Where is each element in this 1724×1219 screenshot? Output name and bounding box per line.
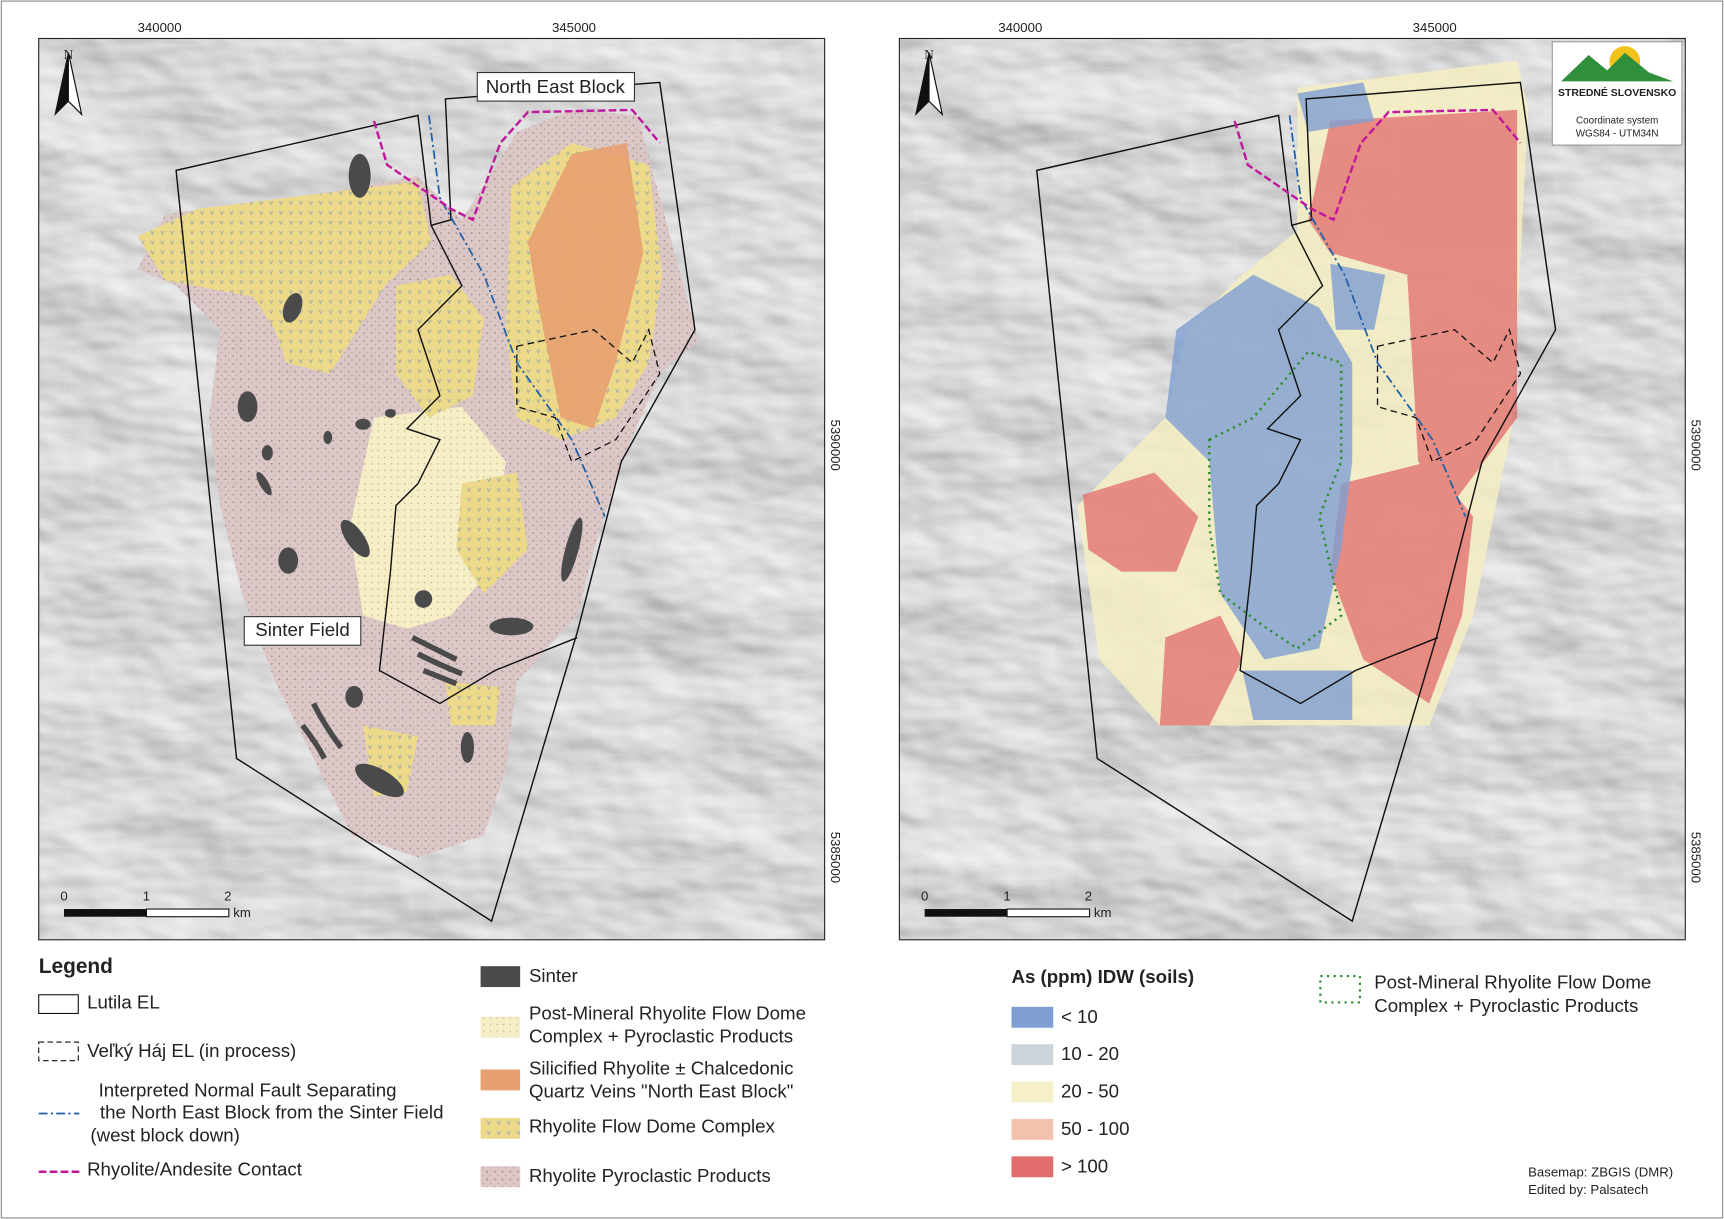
map-label: Sinter Field <box>255 619 349 640</box>
legend-label: Interpreted Normal Fault Separating <box>99 1079 397 1100</box>
legend-label: Post-Mineral Rhyolite Flow Dome <box>1374 972 1651 993</box>
legend-label: Quartz Veins "North East Block" <box>529 1081 793 1102</box>
legend-label: Silicified Rhyolite ± Chalcedonic <box>529 1057 794 1078</box>
map-shape <box>1242 670 1353 720</box>
scale-label: 0 <box>921 888 928 903</box>
legend-label: Sinter <box>529 965 578 986</box>
map-shape <box>1561 52 1674 82</box>
map-shape <box>480 966 521 988</box>
map-shape <box>145 908 230 918</box>
scale-unit: km <box>1094 905 1112 920</box>
legend-label: Complex + Pyroclastic Products <box>529 1026 793 1047</box>
legend-label: Veľký Háj EL (in process) <box>87 1040 296 1061</box>
label-box <box>476 71 636 102</box>
legend-label: 20 - 50 <box>1061 1081 1119 1102</box>
legend-label: 10 - 20 <box>1061 1043 1119 1064</box>
arsenic-map <box>899 38 1686 940</box>
legend-label: Rhyolite Flow Dome Complex <box>529 1116 776 1137</box>
legend-label: Rhyolite Pyroclastic Products <box>529 1165 771 1186</box>
map-shape <box>1159 615 1243 726</box>
scale-bar: 0 1 2 km <box>60 888 251 919</box>
logo: STREDNÉ SLOVENSKO Coordinate system WGS8… <box>1551 41 1683 146</box>
map-shape <box>38 994 79 1015</box>
north-label: N <box>64 47 74 62</box>
x-coordinate: 345000 <box>552 20 596 35</box>
legend-label: Rhyolite/Andesite Contact <box>87 1159 303 1180</box>
x-coordinate: 340000 <box>998 20 1042 35</box>
legend-label: (west block down) <box>90 1124 239 1145</box>
map-shape <box>1011 1044 1054 1066</box>
map-shape <box>1208 350 1343 651</box>
legend-label: < 10 <box>1061 1006 1098 1027</box>
map-shape <box>1451 131 1509 220</box>
map-shape <box>1082 109 1518 726</box>
map-label: North East Block <box>486 76 626 97</box>
y-coordinate: 5385000 <box>1689 832 1704 883</box>
x-coordinate: 340000 <box>138 20 182 35</box>
scale-label: 2 <box>224 888 231 903</box>
scale-unit: km <box>233 905 251 920</box>
map-shape <box>1011 1006 1054 1028</box>
map-shape <box>137 181 432 374</box>
map-shape <box>1330 461 1474 704</box>
map-shape <box>1082 472 1199 572</box>
y-coordinate: 5385000 <box>828 832 843 883</box>
scale-label: 1 <box>1003 888 1010 903</box>
map-shape <box>924 909 1008 917</box>
map-shape <box>1319 974 1362 1004</box>
credit: Basemap: ZBGIS (DMR) <box>1528 1164 1673 1179</box>
credit: Edited by: Palsatech <box>1528 1182 1648 1197</box>
y-coordinate: 5390000 <box>1689 419 1704 470</box>
map-shape <box>38 1041 79 1062</box>
logo-text: WGS84 - UTM34N <box>1576 129 1659 140</box>
map-shape <box>480 1166 521 1188</box>
legend-label: Complex + Pyroclastic Products <box>1374 995 1638 1016</box>
map-frame <box>898 37 1686 941</box>
legend-label: Post-Mineral Rhyolite Flow Dome <box>529 1002 806 1023</box>
legend-title: As (ppm) IDW (soils) <box>1011 966 1194 987</box>
scale-label: 0 <box>60 888 67 903</box>
map-shape <box>480 1016 521 1038</box>
x-coordinate: 345000 <box>1413 20 1457 35</box>
north-label: N <box>924 47 934 62</box>
map-shape <box>480 1117 521 1139</box>
legend-label: Lutila EL <box>87 991 160 1012</box>
scale-bar: 0 1 2 km <box>921 888 1112 919</box>
map-shape <box>928 52 944 117</box>
map-shape <box>480 1069 521 1091</box>
legend-title: Legend <box>39 955 113 978</box>
legend-label: the North East Block from the Sinter Fie… <box>100 1101 444 1122</box>
map-shape <box>527 142 644 429</box>
map-shape <box>1011 1118 1054 1140</box>
map-shape <box>1011 1081 1054 1103</box>
geology-map <box>38 38 825 940</box>
map-frame <box>38 37 826 941</box>
map-shape <box>362 274 528 797</box>
as-legend: As (ppm) IDW (soils) < 10 10 - 20 20 - 5… <box>1011 966 1651 1178</box>
map-shape <box>67 52 83 117</box>
map-shape <box>1006 908 1091 918</box>
map-shape <box>1330 263 1386 330</box>
label-box <box>243 616 362 646</box>
map-shape <box>63 909 147 917</box>
map-shape <box>1165 274 1353 660</box>
scale-label: 1 <box>143 888 150 903</box>
legend-label: > 100 <box>1061 1155 1108 1176</box>
logo-text: Coordinate system <box>1576 116 1658 127</box>
scale-label: 2 <box>1085 888 1092 903</box>
map-shape <box>349 406 506 629</box>
legend-label: 50 - 100 <box>1061 1118 1130 1139</box>
y-coordinate: 5390000 <box>828 419 843 470</box>
map-shape <box>1011 1156 1054 1178</box>
logo-name: STREDNÉ SLOVENSKO <box>1558 86 1676 99</box>
legend: Legend Lutila EL Veľký Háj EL (in proces… <box>38 955 806 1188</box>
